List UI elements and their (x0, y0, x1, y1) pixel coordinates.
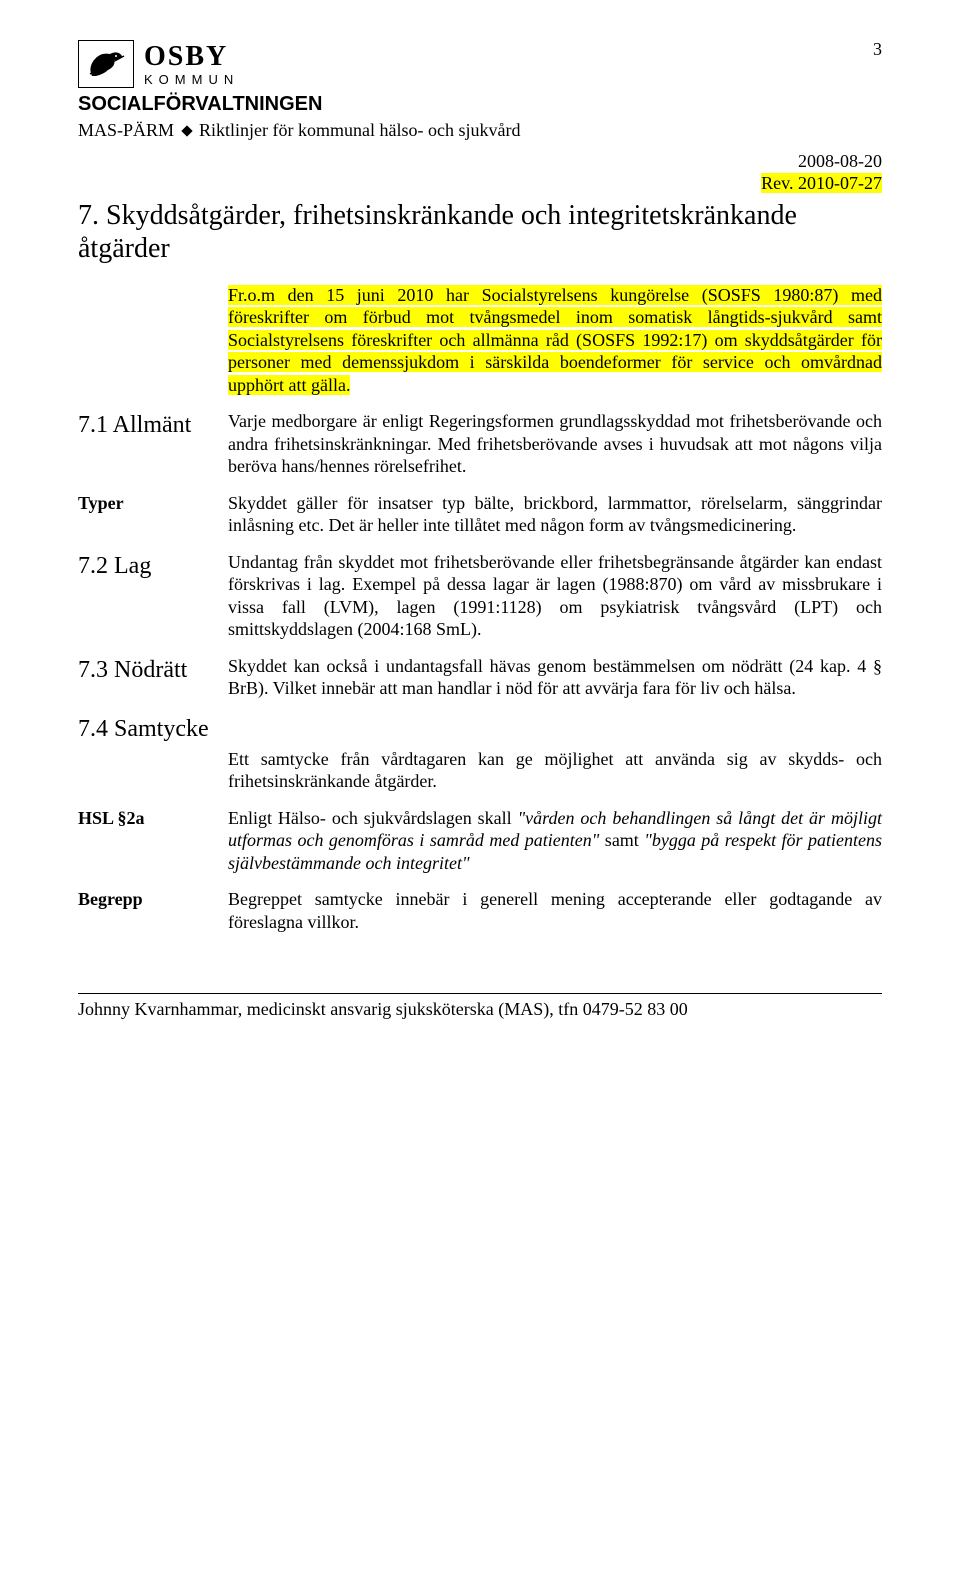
section-7-2-text: Undantag från skyddet mot frihetsberövan… (228, 551, 882, 641)
subheader-right: Riktlinjer för kommunal hälso- och sjukv… (199, 120, 520, 140)
section-7-3-label: 7.3 Nödrätt (78, 655, 228, 700)
section-hsl: HSL §2a Enligt Hälso- och sjukvårdslagen… (78, 807, 882, 875)
intro-row: Fr.o.m den 15 juni 2010 har Socialstyrel… (78, 284, 882, 397)
section-7-4-label: 7.4 Samtycke (78, 714, 209, 744)
page: 3 OSBY KOMMUN SOCIALFÖRVALTNINGEN MAS-PÄ… (0, 0, 960, 1593)
section-7-4-para: Ett samtycke från vårdtagaren kan ge möj… (228, 748, 882, 793)
section-7-1-label: 7.1 Allmänt (78, 410, 228, 478)
org-text: OSBY KOMMUN (144, 40, 239, 88)
intro-highlight: Fr.o.m den 15 juni 2010 har Socialstyrel… (228, 285, 882, 395)
section-7-4-empty-label (78, 748, 228, 793)
subheader: MAS-PÄRM Riktlinjer för kommunal hälso- … (78, 119, 882, 142)
org-subtitle: KOMMUN (144, 73, 239, 86)
section-7-1-para: Varje medborgare är enligt Regeringsform… (228, 410, 882, 478)
content: Fr.o.m den 15 juni 2010 har Socialstyrel… (78, 284, 882, 934)
intro-label (78, 284, 228, 397)
section-typer: Typer Skyddet gäller för insatser typ bä… (78, 492, 882, 537)
section-7-3-text: Skyddet kan också i undantagsfall hävas … (228, 655, 882, 700)
section-hsl-text: Enligt Hälso- och sjukvårdslagen skall "… (228, 807, 882, 875)
section-7-4-spacer (209, 714, 882, 744)
section-7-4-heading: 7.4 Samtycke (78, 714, 882, 744)
section-begrepp: Begrepp Begreppet samtycke innebär i gen… (78, 888, 882, 933)
revision-highlight: Rev. 2010-07-27 (761, 173, 882, 193)
date-original: 2008-08-20 (78, 150, 882, 173)
section-typer-label: Typer (78, 492, 228, 537)
section-7-2-label: 7.2 Lag (78, 551, 228, 641)
section-7-2-para: Undantag från skyddet mot frihetsberövan… (228, 551, 882, 641)
department-name: SOCIALFÖRVALTNINGEN (78, 92, 882, 117)
diamond-icon (181, 125, 192, 136)
subheader-left: MAS-PÄRM (78, 120, 174, 140)
main-title: 7. Skyddsåtgärder, frihetsinskränkande o… (78, 199, 882, 266)
section-begrepp-para: Begreppet samtycke innebär i generell me… (228, 888, 882, 933)
section-7-4-text: Ett samtycke från vårdtagaren kan ge möj… (228, 748, 882, 793)
section-typer-text: Skyddet gäller för insatser typ bälte, b… (228, 492, 882, 537)
section-typer-para: Skyddet gäller för insatser typ bälte, b… (228, 492, 882, 537)
section-7-4-body: Ett samtycke från vårdtagaren kan ge möj… (78, 748, 882, 793)
section-7-1: 7.1 Allmänt Varje medborgare är enligt R… (78, 410, 882, 478)
section-begrepp-text: Begreppet samtycke innebär i generell me… (228, 888, 882, 933)
section-hsl-label: HSL §2a (78, 807, 228, 875)
section-begrepp-label: Begrepp (78, 888, 228, 933)
hsl-mid: samt (599, 830, 644, 850)
date-revision: Rev. 2010-07-27 (78, 172, 882, 195)
org-name: OSBY (144, 43, 239, 71)
section-7-2: 7.2 Lag Undantag från skyddet mot frihet… (78, 551, 882, 641)
dates-block: 2008-08-20 Rev. 2010-07-27 (78, 150, 882, 195)
logo-box (78, 40, 134, 88)
section-7-3-para: Skyddet kan också i undantagsfall hävas … (228, 655, 882, 700)
section-7-3: 7.3 Nödrätt Skyddet kan också i undantag… (78, 655, 882, 700)
letterhead: OSBY KOMMUN (78, 40, 882, 88)
intro-text: Fr.o.m den 15 juni 2010 har Socialstyrel… (228, 284, 882, 397)
bird-logo-icon (86, 46, 126, 82)
section-7-1-text: Varje medborgare är enligt Regeringsform… (228, 410, 882, 478)
hsl-pre: Enligt Hälso- och sjukvårdslagen skall (228, 808, 518, 828)
page-number: 3 (873, 38, 882, 61)
section-hsl-para: Enligt Hälso- och sjukvårdslagen skall "… (228, 807, 882, 875)
footer: Johnny Kvarnhammar, medicinskt ansvarig … (78, 993, 882, 1021)
